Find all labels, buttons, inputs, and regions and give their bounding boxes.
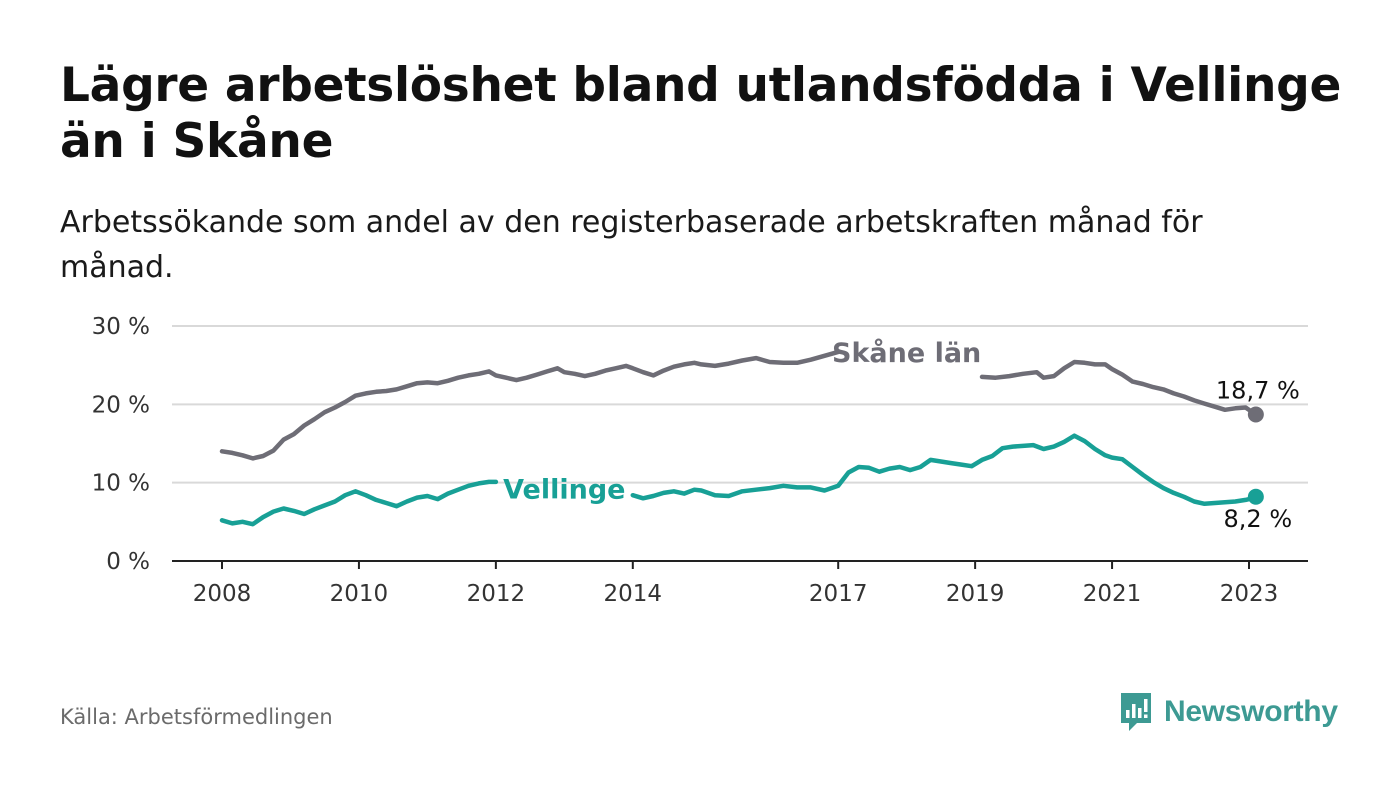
logo-wordmark: Newsworthy <box>1164 695 1338 728</box>
chart-subtitle: Arbetssökande som andel av den registerb… <box>60 205 1203 285</box>
series-layer <box>219 349 1264 527</box>
x-tick-label: 2017 <box>809 581 868 607</box>
series-0 <box>219 349 1264 461</box>
series-end-value-label: 18,7 % <box>1216 377 1300 405</box>
x-tick-label: 2021 <box>1083 581 1142 607</box>
series-name-label: Vellinge <box>503 475 625 506</box>
series-1 <box>219 433 1264 527</box>
y-tick-label: 0 % <box>106 549 150 575</box>
grid-layer <box>172 325 1308 569</box>
x-tick-label: 2010 <box>330 581 389 607</box>
x-tick-label: 2008 <box>193 581 252 607</box>
series-line <box>630 433 1259 507</box>
newsworthy-logo[interactable]: Newsworthy <box>1118 690 1338 734</box>
series-name-label: Skåne län <box>832 337 981 369</box>
y-tick-label: 30 % <box>92 314 150 340</box>
series-line <box>219 479 499 527</box>
y-tick-label: 10 % <box>92 471 150 497</box>
label-layer: 0 % 10 % 20 % 30 % 2008 2010 2012 2014 2017 2019 2… <box>92 314 1300 607</box>
x-tick-label: 2012 <box>467 581 526 607</box>
series-end-marker <box>1247 488 1264 505</box>
x-tick-label: 2023 <box>1220 581 1279 607</box>
x-tick-label: 2019 <box>946 581 1005 607</box>
series-line <box>219 349 841 461</box>
chart-title: Lägre arbetslöshet bland utlandsfödda i … <box>60 58 1342 169</box>
newsworthy-chart-bubble-icon <box>1121 693 1151 731</box>
series-line <box>979 359 1259 417</box>
series-end-value-label: 8,2 % <box>1224 505 1293 533</box>
source-credit: Källa: Arbetsförmedlingen <box>60 705 333 729</box>
x-tick-label: 2014 <box>604 581 663 607</box>
series-end-marker <box>1247 406 1264 423</box>
y-tick-label: 20 % <box>92 392 150 418</box>
